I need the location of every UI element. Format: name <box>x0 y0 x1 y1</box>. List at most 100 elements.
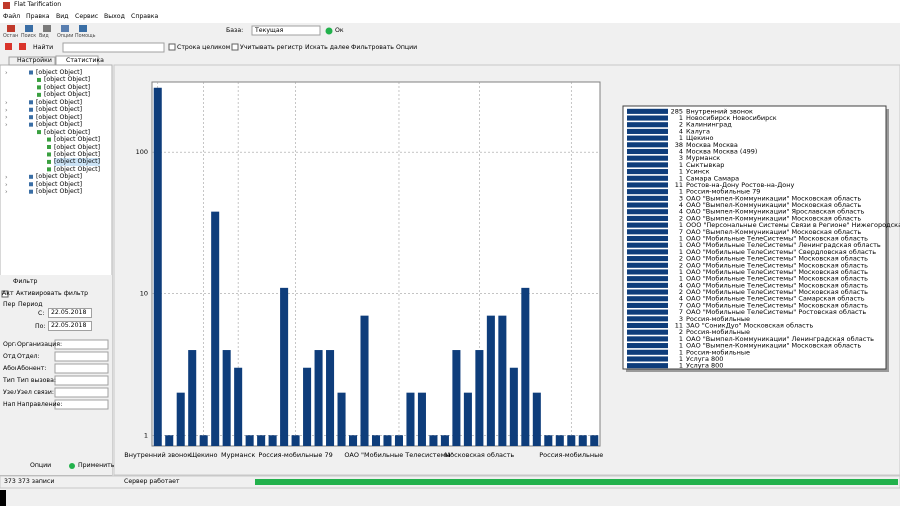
legend-swatch <box>627 222 668 228</box>
tree-item[interactable]: [object Object] <box>36 121 83 129</box>
tree-item[interactable]: [object Object] <box>54 158 101 167</box>
legend-label: Новосибирск Новосибирск <box>686 114 777 122</box>
menu-item[interactable]: Вид <box>56 13 69 20</box>
tree-item[interactable]: [object Object] <box>44 83 91 91</box>
legend-label: ОАО "Мобильные ТелеСистемы" Ростовская о… <box>686 308 866 316</box>
menu-item[interactable]: Справка <box>131 13 159 20</box>
whole-line-label[interactable]: Строка целиком <box>177 44 231 51</box>
legend-swatch <box>627 282 668 288</box>
find-next[interactable]: Искать далее <box>305 44 350 51</box>
bar <box>326 350 335 446</box>
to-date[interactable]: 22.05.2018 <box>48 321 92 331</box>
filter-combo <box>54 375 109 386</box>
options-button[interactable]: Опции <box>396 44 418 51</box>
match-case-label[interactable]: Учитывать регистр <box>240 44 303 51</box>
bar <box>567 435 576 446</box>
tab[interactable] <box>8 56 56 66</box>
tree-item[interactable]: [object Object] <box>44 76 91 84</box>
filter-options[interactable]: Опции <box>30 462 52 469</box>
legend-value: 1 <box>679 335 683 343</box>
toolbar-icon <box>25 25 33 32</box>
toolbar-label[interactable]: Помощь <box>75 34 96 39</box>
legend-value: 1 <box>679 161 683 169</box>
tree-item[interactable]: [object Object] <box>36 113 83 121</box>
ok-label[interactable]: Ок <box>335 27 344 34</box>
legend-label: ОАО "Вымпел-Коммуникации" Московская обл… <box>686 214 861 222</box>
tree-item[interactable]: [object Object] <box>36 173 83 181</box>
search-input[interactable] <box>62 42 165 53</box>
tree-item[interactable]: [object Object] <box>36 180 83 188</box>
from-date[interactable]: 22.05.2018 <box>48 308 92 318</box>
tab[interactable]: Настройки <box>17 57 52 64</box>
filter-title: Фильтр <box>13 278 38 285</box>
tab[interactable]: Статистика <box>66 57 104 64</box>
legend-label: ОАО "Вымпел-Коммуникации" Московская обл… <box>686 342 861 350</box>
tree-item[interactable]: [object Object] <box>54 143 101 151</box>
bar <box>280 287 289 446</box>
menu-item[interactable]: Выход <box>104 13 125 20</box>
tree-item[interactable]: [object Object] <box>36 69 83 76</box>
legend-value: 2 <box>679 255 683 263</box>
tab-active[interactable] <box>55 55 99 66</box>
progress-bar <box>255 479 898 485</box>
legend-value: 1 <box>679 114 683 122</box>
toolbar-label[interactable]: Опции <box>57 34 74 39</box>
checkbox[interactable] <box>1 290 9 298</box>
legend-swatch <box>627 189 668 195</box>
bar <box>234 367 243 446</box>
tree-item[interactable]: [object Object] <box>54 150 101 158</box>
tree-icon <box>47 137 51 142</box>
legend-swatch <box>627 302 668 308</box>
checkbox[interactable] <box>168 43 176 51</box>
close-search-icon[interactable] <box>5 43 12 50</box>
legend-value: 2 <box>679 121 683 129</box>
toolbar-label[interactable]: Поиск <box>21 34 37 39</box>
legend-label: ОАО "Мобильные ТелеСистемы" Московская о… <box>686 268 868 276</box>
base-value[interactable]: Текущая <box>255 27 284 34</box>
filter-activate[interactable]: Активировать фильтр <box>16 290 89 297</box>
legend-value: 1 <box>679 241 683 249</box>
menu-item[interactable]: Сервис <box>75 13 99 20</box>
clear-icon[interactable] <box>19 43 26 50</box>
legend-swatch <box>627 229 668 235</box>
tree-icon <box>47 145 51 149</box>
search-label: Найти <box>33 44 54 51</box>
period-short: Пер <box>3 301 16 308</box>
base-select[interactable] <box>251 25 321 36</box>
apply-icon[interactable] <box>69 463 75 469</box>
tree-icon <box>29 189 33 194</box>
toolbar-icon <box>61 25 69 32</box>
legend-label: ОАО "Мобильные ТелеСистемы" Московская о… <box>686 301 868 309</box>
checkbox[interactable] <box>231 43 239 51</box>
legend-value: 7 <box>679 301 683 309</box>
tree-toggle: › <box>5 121 8 129</box>
toolbar-label[interactable]: Вид <box>39 34 49 39</box>
legend-swatch <box>627 148 668 155</box>
tree-item[interactable]: [object Object] <box>36 98 83 106</box>
tree-item[interactable]: [object Object] <box>36 106 83 114</box>
legend-value: 1 <box>679 355 683 363</box>
toolbar-label[interactable]: Остан <box>3 34 19 39</box>
tree-item[interactable]: [object Object] <box>44 91 91 99</box>
legend-value: 4 <box>679 295 683 303</box>
filter-label: Тип вызова: <box>17 377 56 384</box>
tree-item[interactable]: [object Object] <box>44 128 91 136</box>
tree-item[interactable]: [object Object] <box>36 188 83 196</box>
base-label: База: <box>226 27 244 34</box>
menu-item[interactable]: Файл <box>3 13 21 20</box>
tree-item[interactable]: [object Object] <box>54 136 101 144</box>
filter-apply[interactable]: Применить <box>78 462 115 469</box>
y-tick-label: 10 <box>140 290 148 298</box>
menu-item[interactable]: Правка <box>26 13 50 20</box>
legend-swatch <box>627 135 668 141</box>
legend-swatch <box>627 289 668 295</box>
toolbar-icon <box>79 25 87 32</box>
filter-button[interactable]: Фильтровать <box>351 44 394 51</box>
legend-value: 285 <box>671 107 683 115</box>
bar <box>211 211 220 446</box>
legend-label: Россия-мобильные <box>686 328 750 336</box>
ok-icon[interactable] <box>325 27 333 35</box>
tree-item[interactable]: [object Object] <box>54 165 101 173</box>
legend-swatch <box>627 336 668 342</box>
